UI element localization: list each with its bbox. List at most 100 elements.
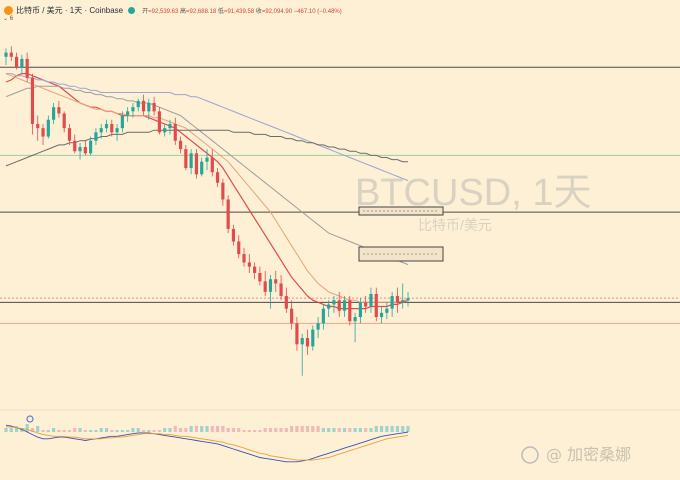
candle[interactable] (385, 302, 389, 320)
candle[interactable] (62, 111, 66, 133)
line-ma_gray[interactable] (5, 85, 409, 266)
candle[interactable] (369, 287, 373, 313)
macd-line[interactable] (5, 424, 409, 463)
candle[interactable] (126, 107, 130, 122)
candle[interactable] (274, 270, 278, 292)
volume-bar (200, 426, 204, 432)
candle[interactable] (20, 54, 24, 74)
candle[interactable] (141, 94, 146, 116)
indicators-toggle[interactable]: ⌄ 6 (3, 15, 13, 22)
candle[interactable] (231, 224, 236, 246)
candle[interactable] (268, 275, 273, 309)
line-ma_red[interactable] (5, 72, 409, 310)
candle[interactable] (379, 306, 384, 324)
candle[interactable] (258, 266, 262, 286)
candle[interactable] (364, 296, 368, 313)
candle[interactable] (120, 111, 124, 133)
candle[interactable] (14, 52, 19, 70)
candle[interactable] (46, 115, 50, 139)
candle[interactable] (104, 119, 109, 133)
candle[interactable] (327, 300, 331, 318)
candle[interactable] (406, 291, 410, 307)
candle[interactable] (205, 149, 209, 171)
candle[interactable] (215, 168, 220, 187)
candle[interactable] (94, 128, 98, 145)
candle[interactable] (168, 119, 172, 135)
candle[interactable] (311, 325, 315, 351)
candle[interactable] (9, 46, 13, 61)
candle[interactable] (358, 298, 362, 324)
candle[interactable] (136, 98, 140, 112)
symbol-title[interactable]: 比特币 / 美元 · 1天 · Coinbase (16, 5, 124, 15)
candle[interactable] (67, 123, 72, 145)
candle[interactable] (395, 287, 400, 313)
candle[interactable] (390, 291, 394, 318)
candle[interactable] (284, 287, 288, 313)
candle[interactable] (342, 296, 347, 318)
indicator-pane-handle[interactable] (26, 415, 34, 423)
candle[interactable] (401, 283, 405, 309)
candle[interactable] (163, 123, 167, 137)
candle[interactable] (290, 300, 294, 330)
candle[interactable] (83, 140, 87, 156)
candle[interactable] (247, 254, 251, 273)
candle[interactable] (173, 117, 177, 145)
candle[interactable] (57, 100, 61, 118)
zone-boxes[interactable] (358, 206, 444, 262)
candle[interactable] (184, 144, 188, 171)
candle[interactable] (295, 317, 299, 351)
candle[interactable] (73, 134, 77, 154)
candle[interactable] (30, 73, 35, 135)
candle[interactable] (321, 304, 325, 330)
candle[interactable] (152, 96, 156, 116)
candle[interactable] (131, 102, 135, 118)
candle[interactable] (4, 48, 8, 66)
volume-bar (253, 430, 257, 432)
candle[interactable] (157, 107, 161, 135)
candle[interactable] (374, 287, 378, 322)
candle[interactable] (226, 195, 230, 234)
candle[interactable] (110, 119, 114, 137)
ohlc-readout: 开=92,539.63 高=92,688.18 低=91,439.58 收=92… (142, 6, 342, 15)
candle[interactable] (178, 136, 183, 154)
candle[interactable] (115, 123, 119, 141)
candle[interactable] (305, 329, 310, 355)
volume-bar (258, 430, 262, 432)
signal-line[interactable] (6, 426, 409, 461)
candle[interactable] (348, 296, 352, 326)
candle[interactable] (337, 291, 341, 318)
candle[interactable] (41, 123, 45, 145)
candle[interactable] (279, 275, 283, 301)
candle[interactable] (36, 115, 40, 141)
candle[interactable] (210, 149, 214, 177)
line-ma_dark[interactable] (5, 129, 408, 167)
candle[interactable] (200, 157, 204, 177)
candle[interactable] (221, 178, 225, 206)
candles (4, 46, 410, 376)
candle[interactable] (237, 235, 241, 259)
candle[interactable] (242, 247, 246, 267)
candle[interactable] (194, 149, 199, 179)
line-ma_blue[interactable] (6, 73, 409, 182)
candle[interactable] (316, 317, 320, 339)
candle[interactable] (353, 312, 357, 343)
candle[interactable] (189, 149, 193, 175)
symbol-watermark: BTCUSD, 1天 比特币/美元 (355, 172, 591, 233)
candle[interactable] (147, 98, 151, 120)
branding: @ 加密桑娜 (521, 445, 631, 464)
line-ma_orange[interactable] (5, 73, 408, 303)
candle[interactable] (78, 142, 82, 160)
candle[interactable] (99, 123, 103, 139)
candle[interactable] (52, 102, 56, 124)
candle-body (178, 140, 183, 150)
candle-body (46, 119, 50, 137)
candle[interactable] (89, 136, 93, 156)
candle[interactable] (332, 296, 336, 313)
symbol-legend[interactable]: 比特币 / 美元 · 1天 · Coinbase 开=92,539.63 高=9… (4, 3, 342, 17)
candle[interactable] (25, 52, 29, 82)
candle[interactable] (263, 270, 267, 297)
candle[interactable] (253, 262, 257, 280)
candle-body (189, 153, 193, 169)
candle[interactable] (300, 333, 304, 376)
